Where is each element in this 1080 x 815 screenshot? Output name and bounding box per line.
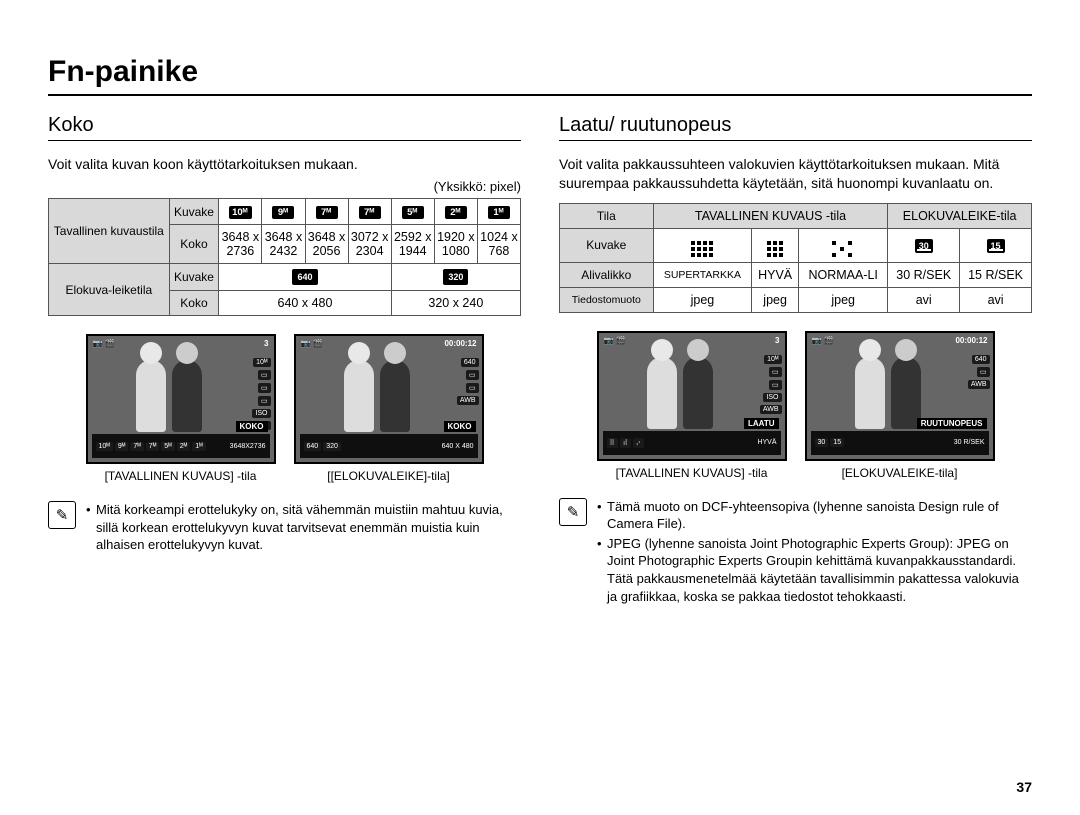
size-cell: 3648 x2056 <box>305 225 348 264</box>
size-cell: 3648 x2736 <box>219 225 262 264</box>
size-cell: 2592 x1944 <box>391 225 434 264</box>
lcd-screen: 📷 🎬3 10ᴹ ▭▭▭ ISO AWB KOKO 10ᴹ 9ᴹ 7ᴹ 7ᴹ <box>86 334 276 464</box>
movie-size: 640 x 480 <box>219 291 391 316</box>
note-text: Mitä korkeampi erottelukyky on, sitä väh… <box>86 501 521 554</box>
lcd-screen: 📷 🎬3 10ᴹ▭▭ISOAWB LAATU ⠿⠾⠔ HYVÄ <box>597 331 787 461</box>
size-cell: 3648 x2432 <box>262 225 305 264</box>
size-icon: 5ᴹ <box>402 206 424 220</box>
sub-cell: 15 R/SEK <box>960 262 1032 287</box>
right-previews: 📷 🎬3 10ᴹ▭▭ISOAWB LAATU ⠿⠾⠔ HYVÄ [TAVALLI… <box>559 331 1032 480</box>
lcd-screen: 📷 🎬00:00:12 640▭▭ AWB KOKO 640 320 640 X… <box>294 334 484 464</box>
preview-caption: [ELOKUVALEIKE-tila] <box>842 466 958 480</box>
left-column: Koko Voit valita kuvan koon käyttötarkoi… <box>48 114 521 607</box>
preview-caption: [[ELOKUVALEIKE]-tila] <box>327 469 450 483</box>
qual-icon <box>653 228 752 262</box>
row-size-label-2: Koko <box>169 291 219 316</box>
sub-cell: SUPERTARKKA <box>653 262 752 287</box>
fmt-cell: jpeg <box>799 287 888 312</box>
size-icon: 2ᴹ <box>445 206 467 220</box>
r-sub: Alivalikko <box>560 262 654 287</box>
row-icon-label-1: Kuvake <box>169 198 219 225</box>
left-note: ✎ Mitä korkeampi erottelukyky on, sitä v… <box>48 501 521 556</box>
movie-icon: 640 <box>292 269 317 285</box>
fmt-cell: jpeg <box>653 287 752 312</box>
page-number: 37 <box>1016 779 1032 795</box>
size-icon: 10ᴹ <box>229 206 251 220</box>
h-mode: Tila <box>560 203 654 228</box>
movie-size: 320 x 240 <box>391 291 520 316</box>
right-intro: Voit valita pakkaussuhteen valokuvien kä… <box>559 155 1032 193</box>
left-intro: Voit valita kuvan koon käyttötarkoitukse… <box>48 155 521 174</box>
fps-icon: 15 <box>960 228 1032 262</box>
fmt-cell: jpeg <box>752 287 799 312</box>
page-title: Fn-painike <box>48 55 1032 96</box>
right-section-title: Laatu/ ruutunopeus <box>559 114 1032 141</box>
preview-caption: [TAVALLINEN KUVAUS] -tila <box>105 469 257 483</box>
note-text: JPEG (lyhenne sanoista Joint Photographi… <box>597 535 1032 605</box>
h-still: TAVALLINEN KUVAUS -tila <box>653 203 888 228</box>
right-column: Laatu/ ruutunopeus Voit valita pakkaussu… <box>559 114 1032 607</box>
row-size-label-1: Koko <box>169 225 219 264</box>
size-cell: 1920 x1080 <box>434 225 477 264</box>
r-fmt: Tiedostomuoto <box>560 287 654 312</box>
preview-caption: [TAVALLINEN KUVAUS] -tila <box>616 466 768 480</box>
left-previews: 📷 🎬3 10ᴹ ▭▭▭ ISO AWB KOKO 10ᴹ 9ᴹ 7ᴹ 7ᴹ <box>48 334 521 483</box>
note-text: Tämä muoto on DCF-yhteensopiva (lyhenne … <box>597 498 1032 533</box>
row-icon-label-2: Kuvake <box>169 264 219 291</box>
size-icon: 7ᴹ <box>359 206 381 220</box>
size-cell: 1024 x768 <box>477 225 520 264</box>
two-column-layout: Koko Voit valita kuvan koon käyttötarkoi… <box>48 114 1032 607</box>
left-section-title: Koko <box>48 114 521 141</box>
h-movie: ELOKUVALEIKE-tila <box>888 203 1032 228</box>
right-note: ✎ Tämä muoto on DCF-yhteensopiva (lyhenn… <box>559 498 1032 607</box>
preview-quality: 📷 🎬3 10ᴹ▭▭ISOAWB LAATU ⠿⠾⠔ HYVÄ [TAVALLI… <box>597 331 787 480</box>
size-icon: 1ᴹ <box>488 206 510 220</box>
size-icon: 7ᴹ <box>316 206 338 220</box>
fmt-cell: avi <box>888 287 960 312</box>
note-icon: ✎ <box>559 498 587 526</box>
size-cell: 3072 x2304 <box>348 225 391 264</box>
qual-icon <box>752 228 799 262</box>
sub-cell: 30 R/SEK <box>888 262 960 287</box>
lcd-screen: 📷 🎬00:00:12 640▭AWB RUUTUNOPEUS 3015 30 … <box>805 331 995 461</box>
fmt-cell: avi <box>960 287 1032 312</box>
movie-icon: 320 <box>443 269 468 285</box>
r-icon: Kuvake <box>560 228 654 262</box>
size-icon: 9ᴹ <box>272 206 294 220</box>
note-icon: ✎ <box>48 501 76 529</box>
preview-movie: 📷 🎬00:00:12 640▭▭ AWB KOKO 640 320 640 X… <box>294 334 484 483</box>
sub-cell: HYVÄ <box>752 262 799 287</box>
group-movie: Elokuva-leiketila <box>49 264 170 316</box>
size-table: Tavallinen kuvaustila Kuvake 10ᴹ 9ᴹ 7ᴹ 7… <box>48 198 521 317</box>
group-still: Tavallinen kuvaustila <box>49 198 170 264</box>
unit-label: (Yksikkö: pixel) <box>48 179 521 194</box>
sub-cell: NORMAA-LI <box>799 262 888 287</box>
fps-icon: 30 <box>888 228 960 262</box>
preview-framerate: 📷 🎬00:00:12 640▭AWB RUUTUNOPEUS 3015 30 … <box>805 331 995 480</box>
preview-still: 📷 🎬3 10ᴹ ▭▭▭ ISO AWB KOKO 10ᴹ 9ᴹ 7ᴹ 7ᴹ <box>86 334 276 483</box>
quality-table: Tila TAVALLINEN KUVAUS -tila ELOKUVALEIK… <box>559 203 1032 313</box>
qual-icon <box>799 228 888 262</box>
